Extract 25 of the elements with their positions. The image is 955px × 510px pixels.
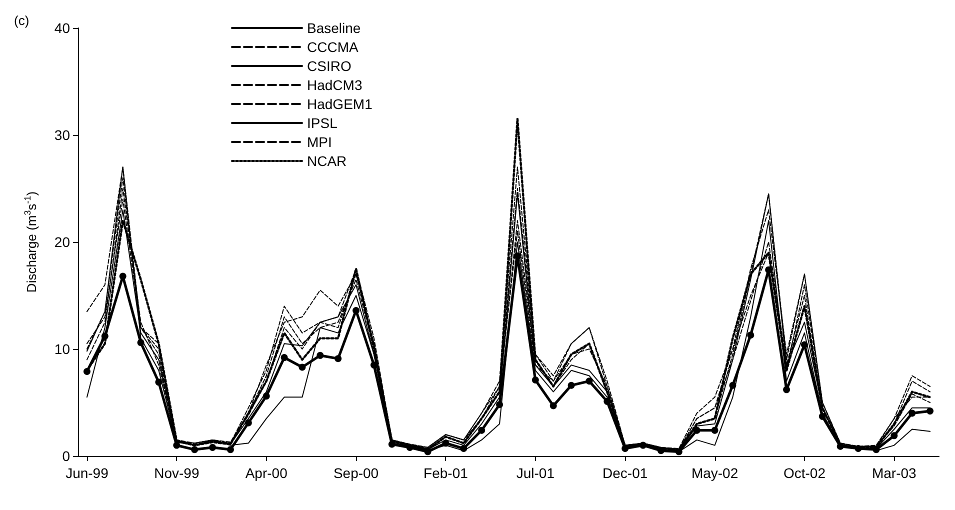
legend-label: CSIRO: [307, 58, 352, 74]
x-tick-label: Mar-03: [872, 465, 917, 481]
legend-label: IPSL: [307, 115, 338, 131]
x-tick-label: Jun-99: [66, 465, 109, 481]
legend-label: MPI: [307, 134, 332, 150]
y-tick-label: 30: [54, 127, 70, 143]
x-tick-label: Feb-01: [424, 465, 468, 481]
x-tick-label: May-02: [691, 465, 738, 481]
y-tick-label: 10: [54, 341, 70, 357]
legend-label: CCCMA: [307, 39, 359, 55]
x-tick-label: Sep-00: [333, 465, 379, 481]
legend-label: HadGEM1: [307, 96, 373, 112]
x-tick-label: Nov-99: [154, 465, 200, 481]
y-tick-label: 20: [54, 234, 70, 250]
y-tick-label: 40: [54, 20, 70, 36]
legend-label: HadCM3: [307, 77, 362, 93]
x-tick-label: Dec-01: [602, 465, 648, 481]
legend-label: NCAR: [307, 153, 347, 169]
legend-label: Baseline: [307, 20, 361, 36]
x-tick-label: Apr-00: [245, 465, 288, 481]
y-tick-label: 0: [62, 448, 70, 464]
text: (c): [14, 13, 30, 28]
y-axis-title: Discharge (m3s-1): [22, 191, 39, 293]
x-tick-label: Oct-02: [783, 465, 826, 481]
x-tick-label: Jul-01: [516, 465, 555, 481]
